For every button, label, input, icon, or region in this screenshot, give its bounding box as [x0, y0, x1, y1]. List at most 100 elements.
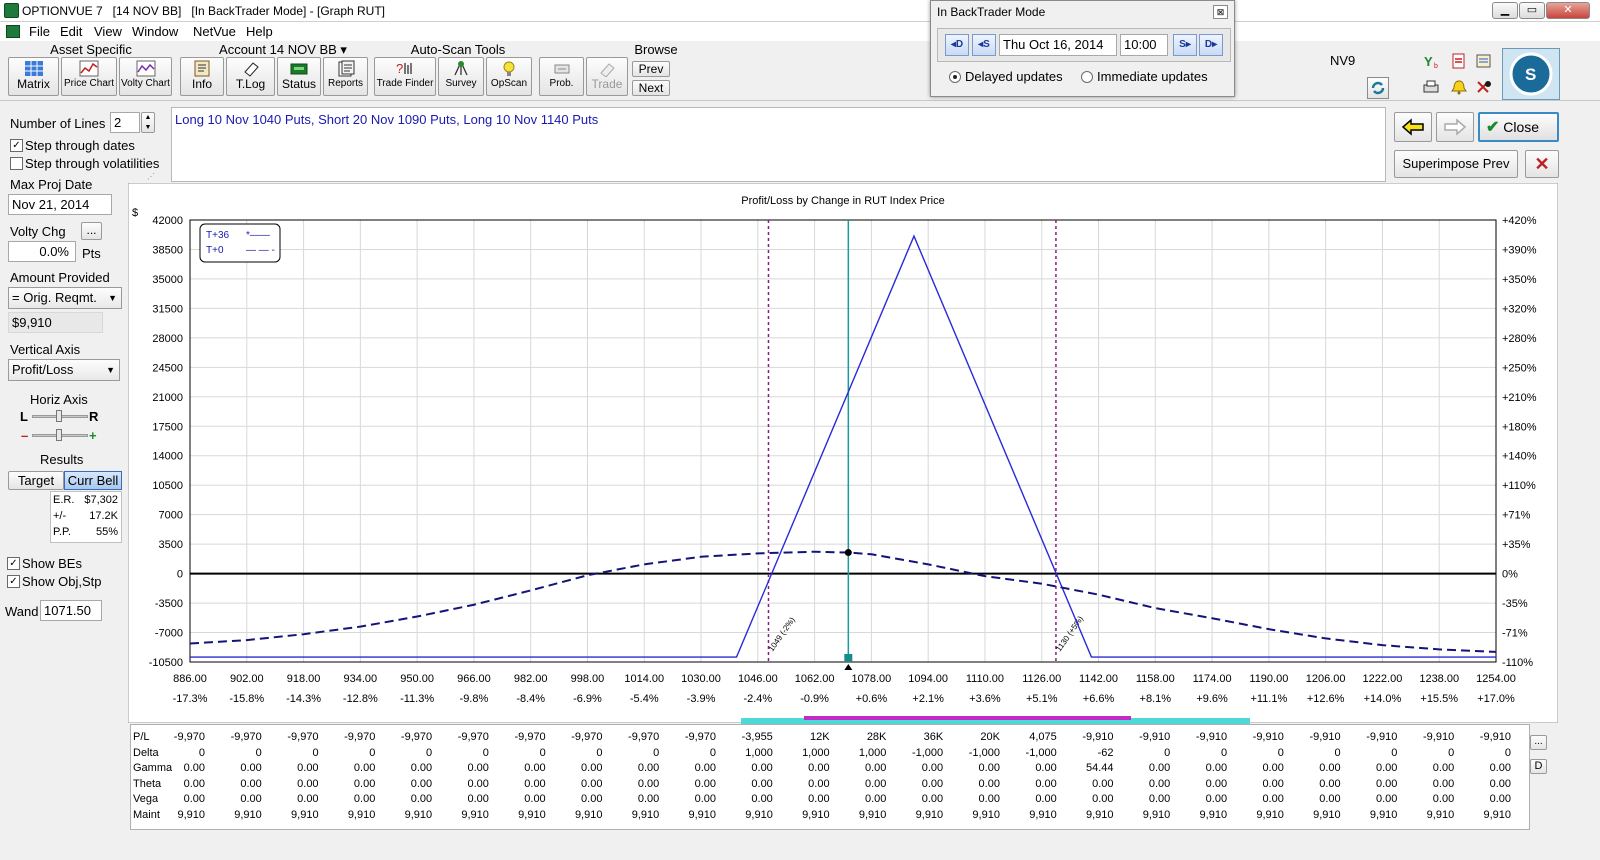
menu-help[interactable]: Help — [246, 24, 273, 39]
superimpose-prev-button[interactable]: Superimpose Prev — [1394, 150, 1518, 178]
table-cell: 0 — [1277, 746, 1284, 759]
delayed-radio[interactable] — [949, 71, 961, 83]
alert-icon[interactable] — [1475, 79, 1493, 95]
table-cell: 0 — [1220, 746, 1228, 759]
alarm-bell-icon[interactable] — [1450, 79, 1468, 95]
show-bes-checkbox[interactable]: ✓ — [7, 557, 20, 570]
tlog-button[interactable]: T.Log — [226, 57, 275, 96]
volty-more-button[interactable]: ... — [81, 222, 102, 240]
legend-box — [199, 223, 281, 263]
num-lines-input[interactable]: 2 — [110, 112, 140, 133]
vertical-axis-combo[interactable]: Profit/Loss ▼ — [8, 359, 120, 381]
table-cell: 0.00 — [410, 793, 433, 806]
table-cell: 0.00 — [297, 777, 319, 790]
amount-provided-combo[interactable]: = Orig. Reqmt. ▼ — [8, 287, 122, 309]
table-cell: 0.00 — [864, 793, 887, 806]
menu-edit[interactable]: Edit — [60, 24, 83, 39]
x-pct-label: +5.1% — [1026, 693, 1058, 705]
doc-icon[interactable] — [6, 25, 20, 38]
close-graph-button[interactable]: ✔ Close — [1478, 112, 1559, 142]
x-tick-label: 886.00 — [173, 673, 207, 685]
table-cell: 0.00 — [978, 777, 1000, 790]
horiz-lr-slider-thumb[interactable] — [56, 410, 62, 422]
resize-grip-icon[interactable]: ⋰ — [147, 172, 155, 181]
browse-prev-button[interactable]: Prev — [632, 61, 670, 77]
matrix-label: Matrix — [17, 77, 50, 91]
x-tick-label: 1030.00 — [681, 673, 721, 685]
step-vol-checkbox[interactable] — [10, 157, 23, 170]
volty-chart-button[interactable]: Volty Chart — [119, 57, 172, 96]
horiz-plus-label: + — [89, 428, 97, 443]
curr-bell-button[interactable]: Curr Bell — [64, 471, 122, 490]
y-right-tick-label: +140% — [1502, 451, 1537, 463]
forward-arrow-button[interactable] — [1436, 112, 1474, 142]
maximize-button[interactable]: ▭ — [1519, 2, 1545, 19]
max-proj-field[interactable]: Nov 21, 2014 — [8, 194, 112, 215]
survey-button[interactable]: Survey — [438, 57, 484, 96]
group-account[interactable]: Account 14 NOV BB ▾ — [219, 42, 347, 57]
y-tick-label: 14000 — [152, 451, 183, 463]
show-obj-checkbox[interactable]: ✓ — [7, 575, 20, 588]
table-cell: 0.00 — [808, 777, 830, 790]
close-window-button[interactable]: ✕ — [1546, 2, 1590, 19]
back-step-button[interactable]: ◂S — [972, 34, 996, 56]
table-cell: 0.00 — [864, 762, 887, 775]
back-day-button[interactable]: ◂D — [945, 34, 969, 56]
status-button[interactable]: Status — [277, 57, 321, 96]
menu-netvue[interactable]: NetVue — [193, 24, 236, 39]
table-cell: 0.00 — [1035, 762, 1057, 775]
printer-icon[interactable] — [1422, 79, 1440, 95]
price-chart-button[interactable]: Price Chart — [61, 57, 117, 96]
table-cell: 0.00 — [1092, 793, 1114, 806]
prob-button[interactable]: Prob. — [539, 57, 584, 96]
table-cell: 9,910 — [1426, 809, 1455, 821]
trade-finder-button[interactable]: ? Trade Finder — [374, 57, 436, 96]
num-lines-spinner[interactable]: ▲ ▼ — [141, 112, 155, 133]
table-cell: 9,910 — [631, 809, 660, 821]
table-cell: 0.00 — [808, 793, 830, 806]
trade-button[interactable]: Trade — [586, 57, 628, 96]
table-cell: 9,910 — [518, 809, 546, 821]
delete-button[interactable]: ✕ — [1525, 150, 1559, 178]
reports-button[interactable]: Reports — [323, 57, 368, 96]
horiz-minus-label: – — [21, 428, 29, 443]
table-more-button[interactable]: ... — [1530, 735, 1547, 750]
opscan-button[interactable]: OpScan — [486, 57, 532, 96]
position-description-box[interactable]: Long 10 Nov 1040 Puts, Short 20 Nov 1090… — [171, 107, 1386, 182]
pdf-icon[interactable] — [1450, 53, 1468, 69]
x-pct-label: +6.6% — [1083, 693, 1115, 705]
x-pct-label: -5.4% — [630, 693, 659, 705]
back-arrow-button[interactable] — [1394, 112, 1432, 142]
pp-value: 55% — [95, 526, 118, 538]
er-value: $7,302 — [84, 494, 118, 506]
menu-window[interactable]: Window — [132, 24, 179, 39]
backtrader-time-field[interactable]: 10:00 — [1120, 34, 1168, 56]
notes-icon[interactable] — [1475, 53, 1493, 69]
table-d-button[interactable]: D — [1530, 759, 1547, 774]
minimize-button[interactable]: ▁ — [1492, 2, 1518, 19]
table-cell: 0.00 — [467, 793, 489, 806]
backtrader-date-field[interactable]: Thu Oct 16, 2014 — [999, 34, 1117, 56]
browse-next-button[interactable]: Next — [632, 80, 670, 96]
backtrader-close-button[interactable]: ⊠ — [1213, 5, 1228, 19]
matrix-button[interactable]: Matrix — [8, 57, 59, 96]
x-tick-label: 902.00 — [230, 673, 264, 685]
menu-file[interactable]: File — [29, 24, 50, 39]
x-pct-label: +17.0% — [1477, 693, 1515, 705]
er-label: E.R. — [53, 494, 75, 506]
immediate-radio[interactable] — [1081, 71, 1093, 83]
step-dates-checkbox[interactable]: ✓ — [10, 139, 23, 152]
forward-step-button[interactable]: S▸ — [1173, 34, 1197, 56]
forward-day-button[interactable]: D▸ — [1199, 34, 1223, 56]
menu-view[interactable]: View — [94, 24, 122, 39]
info-button[interactable]: Info — [180, 57, 224, 96]
refresh-button[interactable] — [1367, 77, 1389, 99]
target-button[interactable]: Target — [8, 471, 64, 490]
trade-icon — [600, 63, 615, 77]
pl-chart[interactable]: Profit/Loss by Change in RUT Index Price… — [128, 183, 1558, 723]
table-cell: 0.00 — [1035, 793, 1057, 806]
horiz-zoom-slider-thumb[interactable] — [56, 429, 62, 441]
wand-field[interactable]: 1071.50 — [40, 600, 102, 621]
volty-chg-field[interactable]: 0.0% — [8, 241, 76, 262]
